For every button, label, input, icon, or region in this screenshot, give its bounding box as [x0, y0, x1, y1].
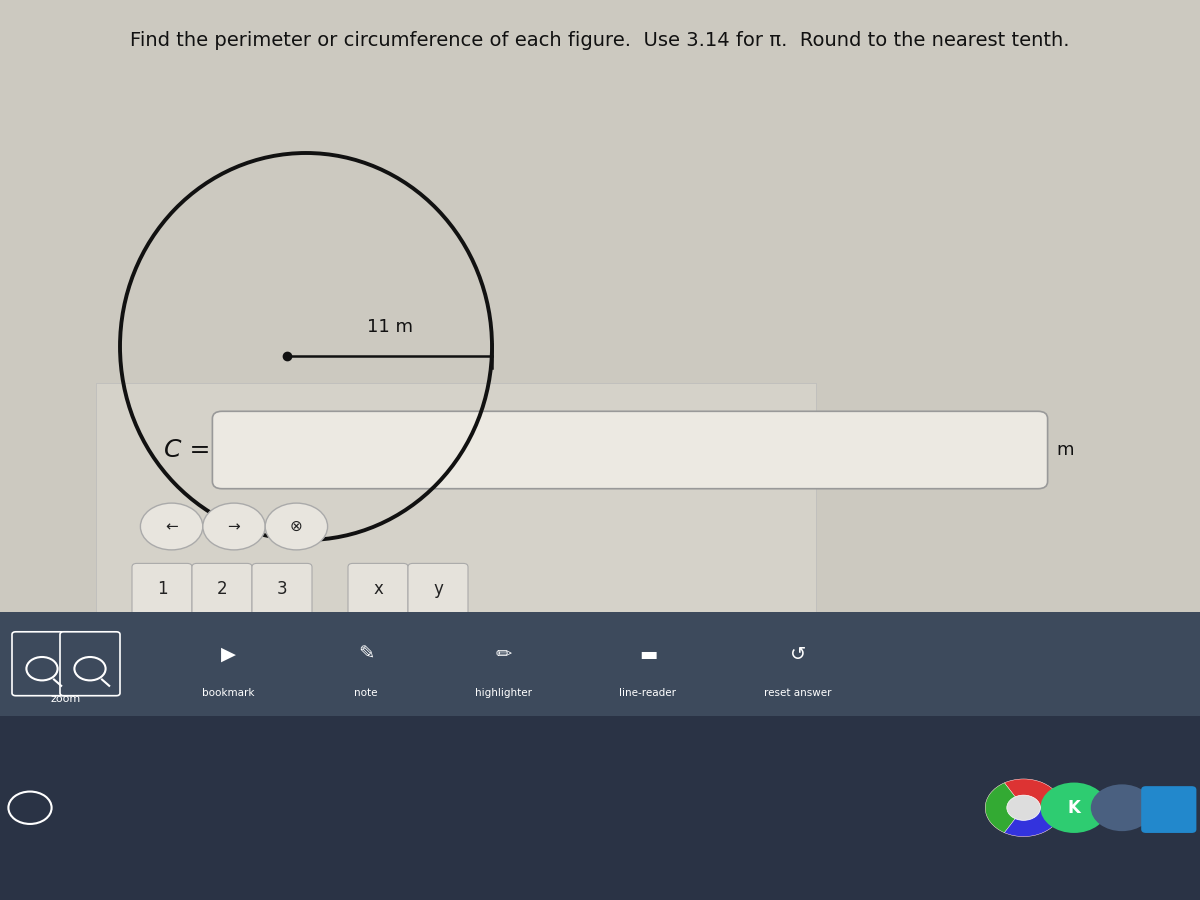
- Text: →: →: [228, 519, 240, 534]
- Circle shape: [1091, 784, 1153, 832]
- FancyBboxPatch shape: [432, 617, 492, 670]
- Text: 3: 3: [277, 580, 287, 598]
- Text: 1: 1: [157, 580, 167, 598]
- Bar: [0, 612, 1200, 716]
- Text: Find the perimeter or circumference of each figure.  Use 3.14 for π.  Round to t: Find the perimeter or circumference of e…: [131, 31, 1069, 50]
- FancyBboxPatch shape: [348, 563, 408, 616]
- Circle shape: [203, 503, 265, 550]
- Circle shape: [140, 503, 203, 550]
- FancyBboxPatch shape: [408, 563, 468, 616]
- Text: line-reader: line-reader: [619, 688, 677, 698]
- FancyBboxPatch shape: [252, 617, 312, 670]
- FancyBboxPatch shape: [192, 563, 252, 616]
- Text: ←: ←: [166, 519, 178, 534]
- Wedge shape: [1004, 778, 1062, 808]
- Text: m: m: [1056, 441, 1074, 459]
- FancyBboxPatch shape: [312, 617, 372, 670]
- Bar: [0, 716, 1200, 900]
- Text: K: K: [1068, 799, 1080, 817]
- Text: reset answer: reset answer: [764, 688, 832, 698]
- Text: y: y: [433, 580, 443, 598]
- Bar: [96, 382, 816, 612]
- Text: C =: C =: [163, 438, 210, 462]
- Text: zoom: zoom: [50, 694, 82, 705]
- Circle shape: [1007, 796, 1040, 821]
- FancyBboxPatch shape: [252, 563, 312, 616]
- FancyBboxPatch shape: [132, 563, 192, 616]
- FancyBboxPatch shape: [132, 617, 192, 670]
- FancyBboxPatch shape: [492, 617, 552, 670]
- Text: ▬: ▬: [638, 644, 658, 664]
- Text: ↺: ↺: [790, 644, 806, 664]
- Wedge shape: [985, 783, 1024, 832]
- Text: 2: 2: [217, 580, 227, 598]
- Text: ✎: ✎: [358, 644, 374, 664]
- FancyBboxPatch shape: [212, 411, 1048, 489]
- FancyBboxPatch shape: [192, 617, 252, 670]
- Text: note: note: [354, 688, 378, 698]
- Text: ✏: ✏: [496, 644, 512, 664]
- Text: ▶: ▶: [221, 644, 235, 664]
- Text: x: x: [373, 580, 383, 598]
- Wedge shape: [1004, 808, 1062, 837]
- Bar: [0, 0, 1200, 612]
- FancyBboxPatch shape: [1141, 787, 1196, 833]
- Text: highlighter: highlighter: [475, 688, 533, 698]
- Circle shape: [265, 503, 328, 550]
- FancyBboxPatch shape: [372, 617, 432, 670]
- FancyBboxPatch shape: [552, 617, 612, 670]
- Text: ⊗: ⊗: [290, 519, 302, 534]
- Circle shape: [1040, 782, 1108, 833]
- Text: bookmark: bookmark: [202, 688, 254, 698]
- Circle shape: [985, 778, 1062, 837]
- Text: 11 m: 11 m: [367, 319, 413, 337]
- FancyBboxPatch shape: [60, 632, 120, 696]
- FancyBboxPatch shape: [12, 632, 72, 696]
